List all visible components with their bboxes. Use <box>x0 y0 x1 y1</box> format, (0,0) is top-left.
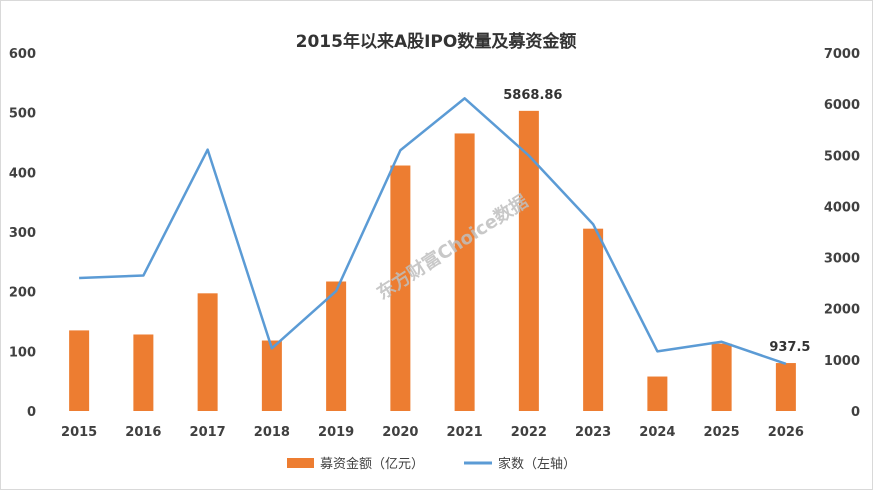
right-tick-label: 6000 <box>824 98 860 113</box>
count-line <box>79 97 787 366</box>
bar-2015 <box>69 330 90 411</box>
bar-2016 <box>133 334 154 411</box>
left-tick-label: 500 <box>9 107 36 122</box>
bar-2018 <box>261 340 282 411</box>
right-tick-label: 7000 <box>824 47 860 62</box>
bar-2021 <box>454 133 475 412</box>
bar-2026 <box>775 363 796 411</box>
bar-2022 <box>518 110 539 411</box>
left-tick-label: 200 <box>9 286 36 301</box>
left-axis: 0 100 200 300 400 500 600 <box>9 47 36 420</box>
x-tick-label: 2015 <box>61 425 97 440</box>
legend-swatch-amount <box>287 458 314 468</box>
data-label-2022: 5868.86 <box>503 88 562 103</box>
bar-2024 <box>647 376 668 411</box>
bar-2020 <box>390 165 411 411</box>
chart-title: 2015年以来A股IPO数量及募资金额 <box>296 31 577 52</box>
left-tick-label: 600 <box>9 47 36 62</box>
x-tick-label: 2026 <box>768 425 804 440</box>
right-tick-label: 4000 <box>824 200 860 215</box>
x-tick-label: 2023 <box>575 425 611 440</box>
left-tick-label: 400 <box>9 166 36 181</box>
right-tick-label: 3000 <box>824 252 860 267</box>
x-tick-label: 2019 <box>318 425 354 440</box>
bar-2025 <box>711 343 732 411</box>
right-tick-label: 5000 <box>824 149 860 164</box>
bar-2019 <box>326 281 347 411</box>
bar-2017 <box>197 293 218 411</box>
right-axis: 0 1000 2000 3000 4000 5000 6000 7000 <box>824 47 860 420</box>
left-tick-label: 0 <box>27 405 36 420</box>
data-labels: 5868.86 937.5 <box>503 88 810 355</box>
legend-label-amount: 募资金额（亿元） <box>320 456 424 472</box>
legend-label-count: 家数（左轴） <box>498 456 576 472</box>
x-tick-label: 2022 <box>511 425 547 440</box>
data-label-2026: 937.5 <box>769 340 810 355</box>
right-tick-label: 1000 <box>824 354 860 369</box>
bar-2023 <box>583 228 604 411</box>
x-tick-label: 2016 <box>125 425 161 440</box>
x-tick-label: 2017 <box>190 425 226 440</box>
bars-group <box>69 110 796 412</box>
right-tick-label: 0 <box>851 405 860 420</box>
x-tick-label: 2020 <box>382 425 418 440</box>
left-tick-label: 100 <box>9 345 36 360</box>
legend: 募资金额（亿元） 家数（左轴） <box>287 456 576 472</box>
x-tick-label: 2021 <box>447 425 483 440</box>
line-group <box>79 97 787 366</box>
x-axis: 2015 2016 2017 2018 2019 2020 2021 2022 2023 2024… <box>61 425 804 440</box>
x-tick-label: 2018 <box>254 425 290 440</box>
x-tick-label: 2025 <box>704 425 740 440</box>
left-tick-label: 300 <box>9 226 36 241</box>
right-tick-label: 2000 <box>824 303 860 318</box>
x-tick-label: 2024 <box>639 425 675 440</box>
